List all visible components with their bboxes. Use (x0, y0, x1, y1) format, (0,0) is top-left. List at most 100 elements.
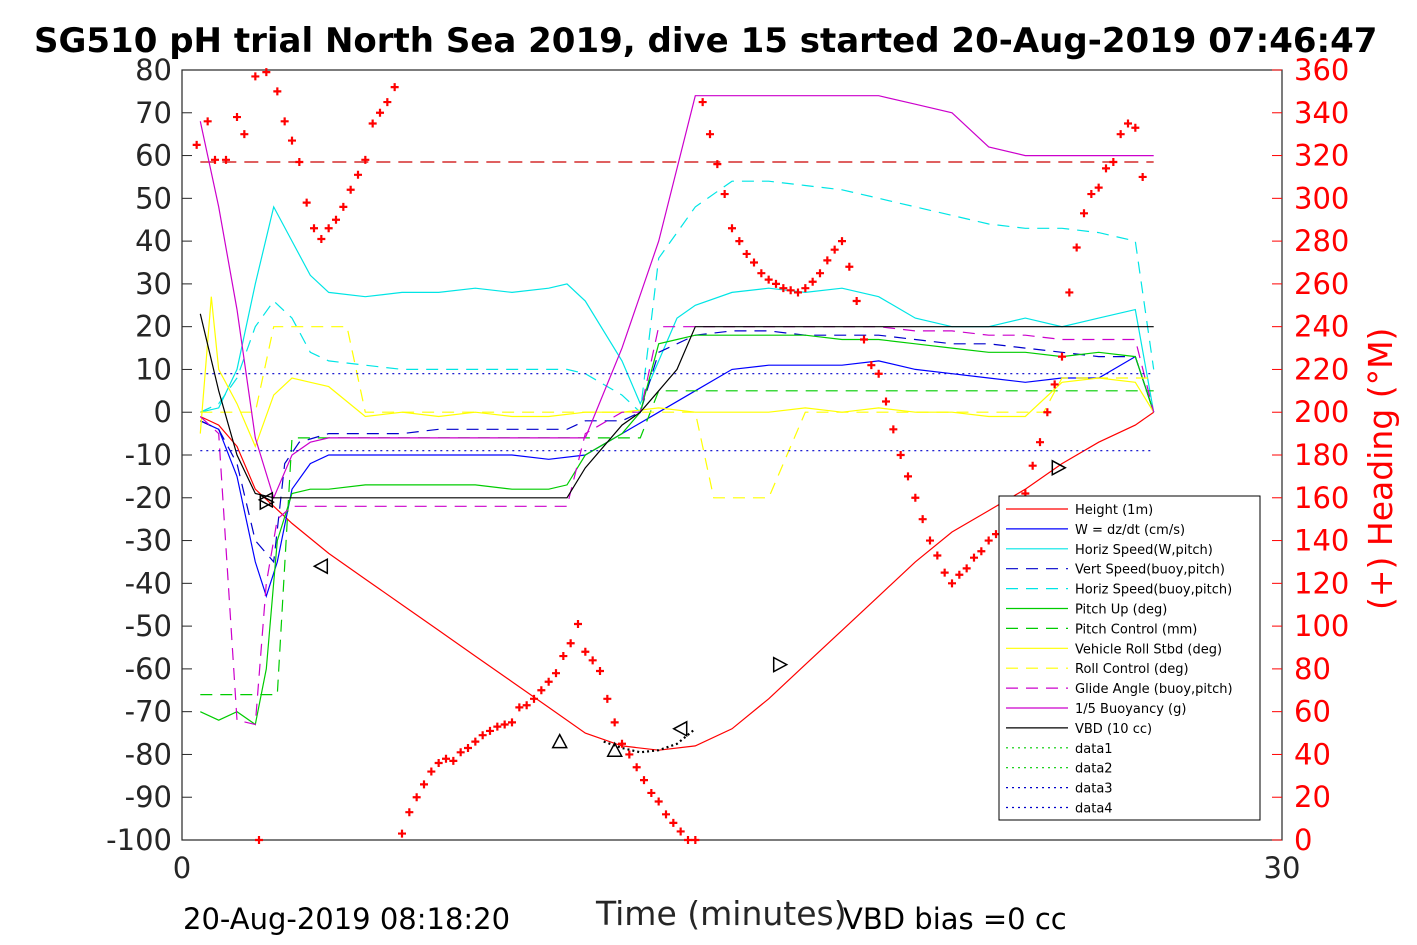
heading-point (1131, 123, 1140, 132)
heading-point (735, 237, 744, 246)
legend: Height (1m) W = dz/dt (cm/s) Horiz Speed(W… (998, 495, 1261, 821)
heading-point (1043, 408, 1052, 417)
triangle-marker (312, 557, 329, 575)
heading-point (874, 369, 883, 378)
heading-point (581, 647, 590, 656)
y-tick-label: 10 (135, 352, 172, 386)
heading-point (420, 780, 428, 789)
series-line-11 (199, 313, 1154, 499)
triangle-marker (672, 720, 688, 738)
y-tick-label: -80 (125, 737, 172, 771)
y2-tick-label: 260 (1294, 267, 1349, 301)
y-tick-label: -70 (125, 695, 172, 729)
legend-label: data3 (1075, 782, 1113, 797)
heading-point (288, 136, 296, 145)
markers (257, 459, 1067, 757)
y2-tick-label: 40 (1294, 737, 1331, 771)
heading-point (574, 619, 582, 628)
y-tick-label: -40 (125, 566, 172, 600)
legend-label: Height (1m) (1075, 503, 1153, 518)
heading-point (772, 279, 780, 288)
series-line-10 (199, 95, 1154, 500)
heading-point (830, 245, 839, 254)
heading-point (970, 553, 978, 562)
heading-point (779, 284, 788, 293)
right-y-ticks: 3603403203002802602402202001801601401201… (1272, 53, 1349, 857)
triangle-marker (257, 491, 274, 509)
heading-point (361, 155, 370, 164)
legend-label: data1 (1075, 742, 1113, 757)
heading-point (786, 286, 795, 295)
triangle-marker (259, 493, 275, 511)
heading-point (713, 160, 722, 169)
heading-point (1087, 190, 1096, 199)
heading-point (984, 536, 993, 545)
y-tick-label: -50 (125, 609, 172, 643)
heading-point (860, 335, 868, 344)
right-y-axis-label: (+) Heading (°M) (1361, 328, 1400, 610)
heading-point (1116, 130, 1125, 139)
heading-point (933, 551, 942, 560)
heading-point (211, 155, 219, 164)
triangle-marker (1051, 459, 1067, 477)
heading-point (816, 269, 824, 278)
x-tick-label: 0 (173, 851, 191, 885)
heading-point (794, 288, 802, 297)
legend-label: Pitch Up (deg) (1075, 603, 1167, 618)
heading-point (823, 256, 832, 265)
heading-point (911, 493, 920, 502)
y-tick-label: 40 (135, 224, 172, 258)
heading-point (398, 829, 406, 838)
x-tick-label: 30 (1264, 851, 1301, 885)
heading-point (537, 686, 546, 695)
heading-point (317, 234, 326, 243)
legend-box (998, 495, 1261, 821)
heading-point (808, 277, 817, 286)
y2-tick-label: 240 (1294, 310, 1349, 344)
heading-points (192, 68, 1147, 844)
x-axis-label: Time (minutes) (595, 894, 847, 933)
y-tick-label: 20 (135, 310, 172, 344)
heading-point (471, 737, 480, 746)
y-tick-label: -20 (125, 481, 172, 515)
heading-point (222, 155, 230, 164)
heading-point (273, 87, 282, 96)
x-ticks: 0 30 (173, 830, 1301, 885)
series-line-4 (200, 180, 1155, 414)
heading-point (757, 269, 766, 278)
y2-tick-label: 120 (1294, 566, 1349, 600)
heading-point (1138, 172, 1147, 181)
y-tick-label: 60 (135, 139, 172, 173)
heading-point (596, 667, 604, 676)
heading-point (262, 68, 271, 77)
heading-point (383, 98, 392, 107)
series-line-0 (200, 411, 1155, 751)
heading-point (192, 140, 201, 149)
heading-point (295, 157, 304, 166)
heading-point (1109, 157, 1118, 166)
series-line-5 (200, 334, 1155, 726)
legend-label: Vehicle Roll Stbd (deg) (1075, 642, 1222, 657)
heading-point (530, 694, 538, 703)
heading-point (955, 570, 964, 579)
y2-tick-label: 360 (1294, 53, 1349, 87)
heading-point (559, 652, 568, 661)
footer-timestamp: 20-Aug-2019 08:18:20 (183, 902, 510, 936)
heading-point (1036, 438, 1044, 447)
heading-point (493, 722, 502, 731)
heading-point (750, 258, 758, 267)
heading-point (764, 275, 773, 284)
y2-tick-label: 280 (1294, 224, 1349, 258)
heading-point (390, 83, 399, 92)
heading-point (852, 297, 861, 305)
heading-point (889, 425, 898, 434)
heading-point (1094, 183, 1103, 192)
heading-point (662, 810, 670, 819)
y-tick-label: -60 (125, 652, 172, 686)
heading-point (618, 739, 626, 748)
heading-point (867, 361, 876, 370)
heading-point (603, 694, 612, 703)
heading-point (376, 108, 384, 117)
heading-point (478, 731, 487, 740)
